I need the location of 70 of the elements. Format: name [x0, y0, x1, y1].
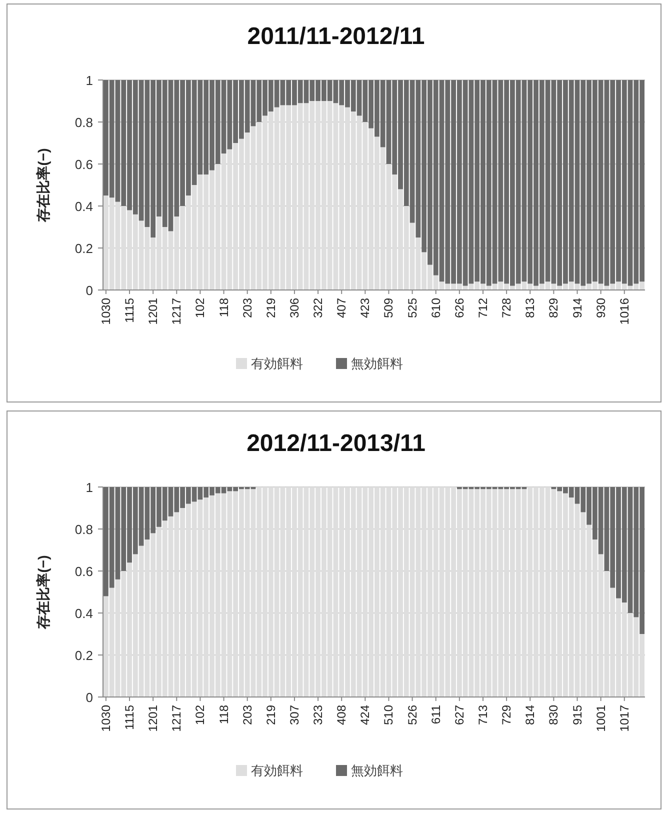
- y-tick-label: 0: [86, 690, 93, 705]
- y-tick-label: 1: [86, 480, 93, 495]
- legend-item: 無効餌料: [336, 356, 403, 371]
- x-tick-label: 814: [523, 704, 538, 726]
- x-tick-label: 203: [240, 704, 254, 726]
- x-tick-label: 423: [358, 298, 372, 318]
- x-tick-label: 323: [311, 704, 326, 726]
- y-tick-label: 0.2: [74, 241, 93, 256]
- x-tick-label: 930: [594, 298, 608, 318]
- legend-label: 無効餌料: [351, 763, 403, 778]
- x-tick-label: 424: [358, 704, 372, 726]
- x-tick-label: 509: [382, 298, 396, 318]
- x-tick-label: 1030: [98, 298, 113, 325]
- y-axis-title: 存在比率(−): [35, 148, 51, 223]
- x-tick-label: 525: [405, 298, 420, 318]
- legend-label: 有効餌料: [251, 356, 303, 371]
- x-tick-label: 914: [570, 298, 584, 318]
- legend-item: 有効餌料: [236, 356, 303, 371]
- chart-title: 2012/11-2013/11: [246, 430, 426, 457]
- legend-label: 有効餌料: [251, 763, 303, 778]
- y-tick-label: 0: [86, 283, 93, 298]
- x-tick-label: 510: [382, 704, 396, 726]
- x-tick-label: 203: [240, 298, 254, 318]
- x-tick-label: 611: [428, 704, 443, 724]
- y-tick-label: 1: [86, 73, 93, 88]
- x-tick-label: 102: [193, 704, 208, 726]
- x-tick-label: 627: [452, 704, 466, 726]
- y-tick-label: 0.6: [74, 564, 93, 579]
- x-tick-label: 408: [334, 704, 349, 726]
- x-tick-label: 728: [500, 298, 514, 318]
- x-tick-label: 102: [193, 298, 208, 318]
- x-tick-label: 322: [311, 298, 326, 318]
- x-tick-label: 526: [405, 704, 420, 726]
- x-tick-label: 118: [216, 298, 231, 318]
- x-tick-label: 1201: [146, 298, 160, 325]
- y-tick-label: 0.8: [74, 115, 93, 130]
- x-tick-label: 1001: [594, 704, 608, 732]
- x-tick-label: 1016: [617, 298, 632, 325]
- x-tick-label: 830: [546, 704, 561, 726]
- x-tick-label: 307: [287, 704, 302, 726]
- x-tick-label: 813: [523, 298, 538, 318]
- x-tick-label: 712: [476, 298, 490, 318]
- y-tick-label: 0.4: [74, 606, 93, 621]
- x-tick-label: 219: [264, 298, 278, 318]
- y-tick-label: 0.2: [74, 648, 93, 663]
- x-tick-label: 829: [546, 298, 561, 318]
- chart-title: 2011/11-2012/11: [247, 23, 425, 50]
- x-tick-label: 915: [570, 704, 584, 726]
- x-tick-label: 1115: [122, 704, 137, 730]
- y-tick-label: 0.6: [74, 157, 93, 172]
- legend-item: 有効餌料: [236, 763, 303, 778]
- x-tick-label: 626: [452, 298, 466, 318]
- x-tick-label: 1030: [98, 704, 113, 732]
- legend-item: 無効餌料: [336, 763, 403, 778]
- x-tick-label: 407: [334, 298, 349, 318]
- x-tick-label: 118: [216, 704, 231, 724]
- y-tick-label: 0.8: [74, 522, 93, 537]
- y-tick-label: 0.4: [74, 199, 93, 214]
- legend-label: 無効餌料: [351, 356, 403, 371]
- x-tick-label: 1201: [146, 704, 160, 732]
- x-tick-label: 1217: [170, 298, 184, 325]
- x-tick-label: 1115: [122, 298, 137, 323]
- x-tick-label: 610: [428, 298, 443, 318]
- x-tick-label: 219: [264, 704, 278, 726]
- x-tick-label: 729: [500, 704, 514, 726]
- y-axis-title: 存在比率(−): [35, 555, 51, 630]
- x-tick-label: 306: [287, 298, 302, 318]
- x-tick-label: 1217: [170, 704, 184, 732]
- x-tick-label: 1017: [617, 704, 632, 732]
- x-tick-label: 713: [476, 704, 490, 726]
